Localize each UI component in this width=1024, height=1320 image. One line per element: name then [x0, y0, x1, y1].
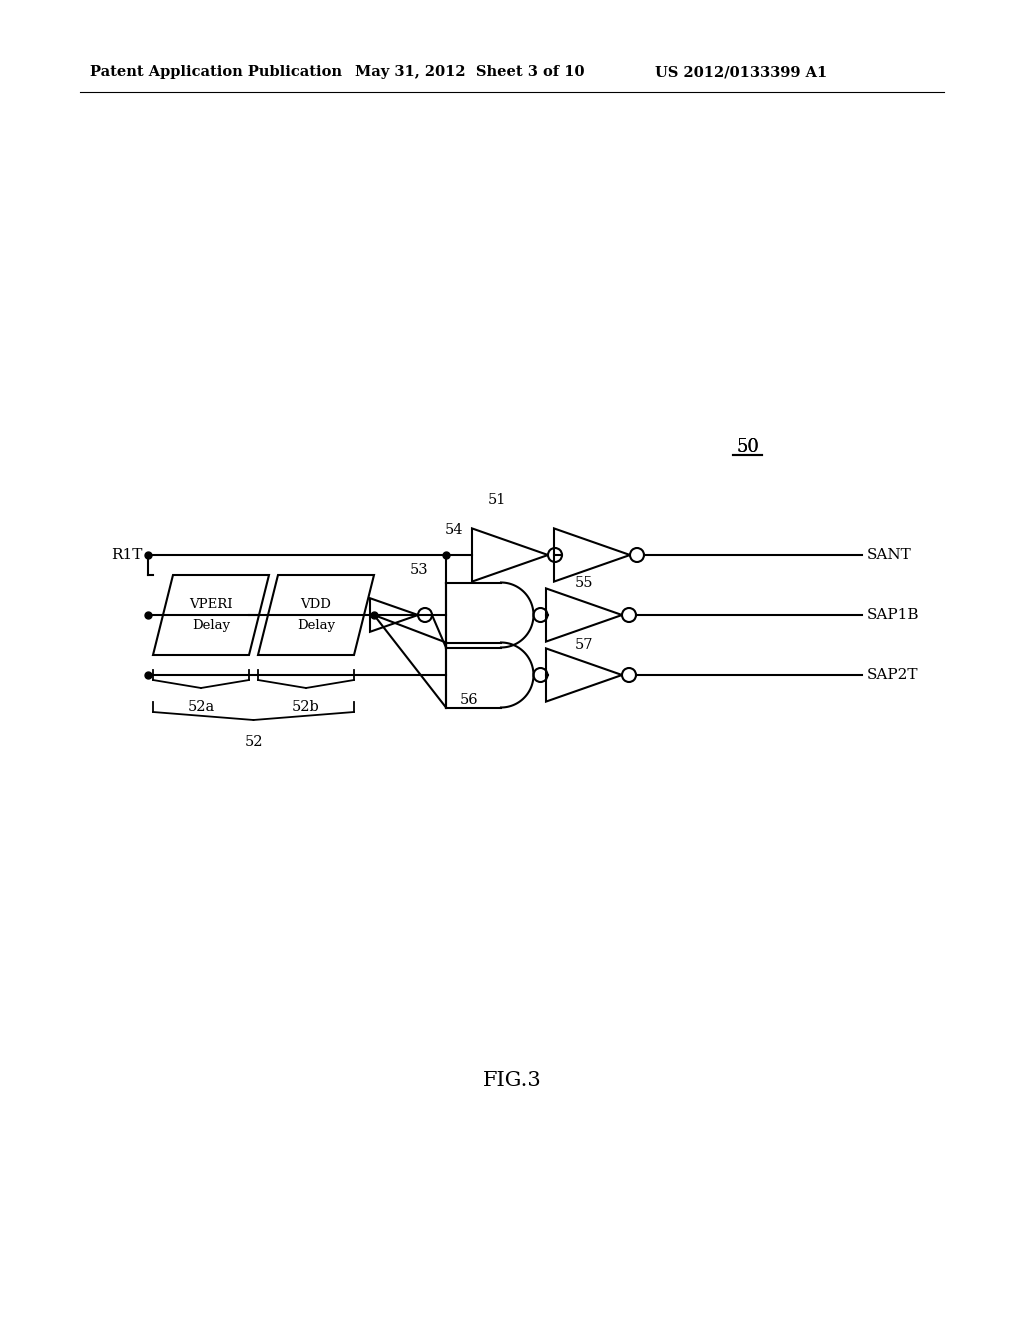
Text: SAP2T: SAP2T [867, 668, 919, 682]
Text: VDD: VDD [301, 598, 332, 611]
Text: 50: 50 [736, 438, 760, 455]
Text: 50: 50 [736, 438, 760, 455]
Text: R1T: R1T [112, 548, 143, 562]
Text: 56: 56 [460, 693, 478, 708]
Text: Patent Application Publication: Patent Application Publication [90, 65, 342, 79]
Text: 55: 55 [575, 576, 594, 590]
Text: 54: 54 [445, 523, 464, 537]
Text: 52b: 52b [292, 700, 319, 714]
Text: 51: 51 [488, 492, 507, 507]
Text: Delay: Delay [297, 619, 335, 631]
Text: VPERI: VPERI [189, 598, 232, 611]
Text: 57: 57 [575, 638, 594, 652]
Text: May 31, 2012  Sheet 3 of 10: May 31, 2012 Sheet 3 of 10 [355, 65, 585, 79]
Text: US 2012/0133399 A1: US 2012/0133399 A1 [655, 65, 827, 79]
Text: FIG.3: FIG.3 [482, 1071, 542, 1089]
Text: 52a: 52a [187, 700, 215, 714]
Text: SAP1B: SAP1B [867, 609, 920, 622]
Text: 53: 53 [410, 564, 429, 577]
Text: 52: 52 [245, 735, 263, 748]
Text: SANT: SANT [867, 548, 911, 562]
Text: Delay: Delay [191, 619, 230, 631]
